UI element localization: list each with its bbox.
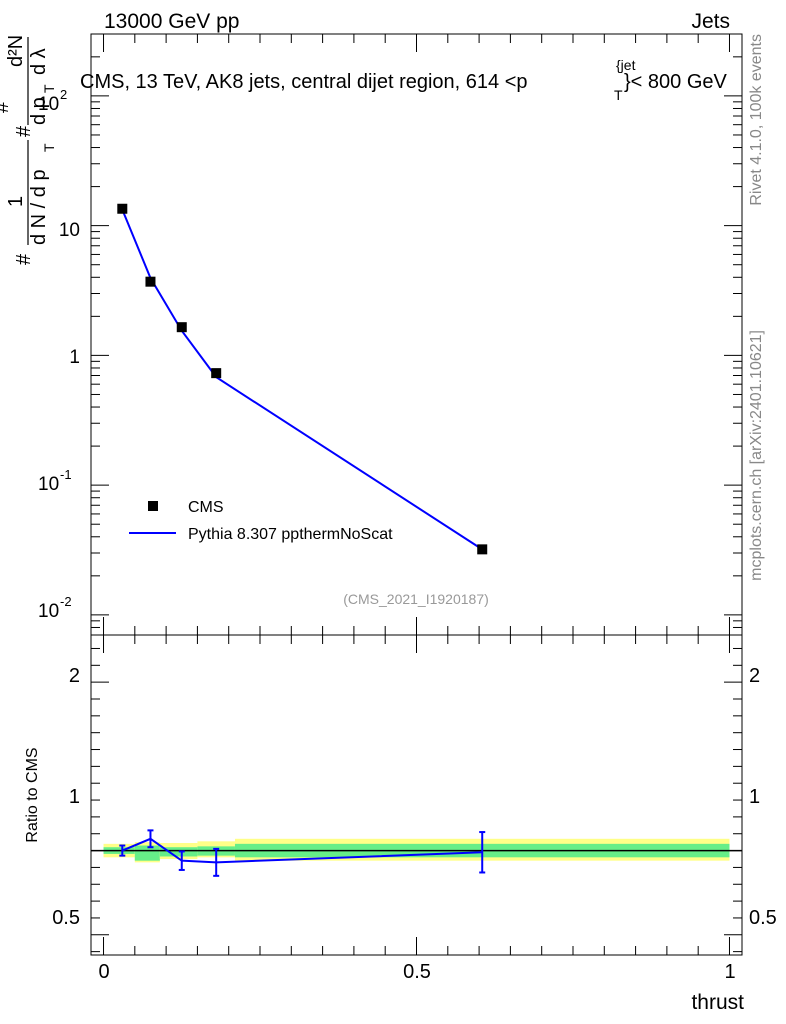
ytick-1e-2-base: 10 (38, 601, 59, 622)
ytick-1e2-base: 10 (38, 94, 59, 115)
ratio-band-inner (134, 845, 160, 861)
header-energy: 13000 GeV pp (104, 10, 239, 33)
cms-data-point (145, 276, 156, 287)
main-y-axis-label: # d N / d p T 1 # d p T # d λ d²N (0, 35, 57, 265)
ytick-1e-2-exp: -2 (60, 594, 72, 609)
legend-cms-label: CMS (188, 499, 224, 516)
ratio-ytick-2-right: 2 (749, 665, 760, 687)
main-plot-frame (90, 33, 743, 636)
cms-data-point (176, 322, 187, 333)
ytick-1e2-exp: 2 (60, 87, 67, 102)
ylabel-hash-2: # (13, 125, 35, 137)
pythia-curve (121, 209, 483, 551)
x-axis-title: thrust (691, 991, 744, 1014)
ytick-1: 1 (69, 347, 80, 368)
ylabel-den-sub: T (41, 143, 57, 152)
title-sub: T (614, 87, 623, 103)
ylabel-den: d N / d p (28, 169, 50, 245)
side-mcplots-label: mcplots.cern.ch [arXiv:2401.10621] (748, 330, 765, 581)
x-tick-labels: 0 0.5 1 (98, 961, 735, 983)
ratio-y-tick-labels: 0.5 1 2 0.5 1 2 (52, 665, 777, 929)
ylabel-den-top-tail: d λ (28, 48, 50, 75)
ylabel-num-top: d²N (5, 35, 27, 67)
header-process: Jets (691, 10, 730, 33)
side-rivet-label: Rivet 4.1.0, 100k events (748, 34, 765, 206)
ratio-ytick-0.5-right: 0.5 (749, 907, 777, 929)
ratio-plot-marks (119, 829, 486, 877)
cms-data-point (117, 203, 128, 214)
ratio-band-inner (159, 847, 198, 857)
xtick-0: 0 (98, 961, 109, 983)
ratio-y-axis-label: Ratio to CMS (24, 747, 41, 842)
xtick-1: 1 (724, 961, 735, 983)
ylabel-den-top: d p (28, 97, 50, 125)
ratio-plot-frame (90, 634, 743, 956)
ratio-axis-ticks (91, 635, 742, 955)
xtick-0.5: 0.5 (403, 961, 431, 983)
ratio-ytick-1-right: 1 (749, 786, 760, 808)
title-main: CMS, 13 TeV, AK8 jets, central dijet reg… (80, 71, 528, 93)
plot-title: CMS, 13 TeV, AK8 jets, central dijet reg… (80, 57, 728, 103)
analysis-watermark: (CMS_2021_I1920187) (343, 591, 489, 607)
ratio-ytick-1-left: 1 (69, 786, 80, 808)
ytick-1e-1-exp: -1 (60, 467, 72, 482)
ylabel-den-top-sub: T (41, 84, 57, 93)
ytick-10: 10 (59, 220, 80, 241)
ratio-ytick-0.5-left: 0.5 (52, 907, 80, 929)
legend: CMS Pythia 8.307 ppthermNoScat (129, 499, 393, 543)
main-plot-marks (117, 203, 488, 555)
title-end: }< 800 GeV (624, 71, 728, 93)
legend-cms-marker (148, 501, 158, 511)
ytick-1e-1-base: 10 (38, 474, 59, 495)
main-y-tick-labels: 10 -2 10 -1 1 10 10 2 (38, 87, 80, 622)
cms-data-point (211, 368, 222, 379)
legend-pythia-label: Pythia 8.307 ppthermNoScat (188, 526, 393, 543)
cms-data-point (477, 544, 488, 555)
ylabel-hash: # (13, 253, 35, 265)
main-axis-ticks (91, 33, 742, 636)
ylabel-hash-3: # (0, 101, 13, 113)
ylabel-one: 1 (5, 196, 27, 207)
title-sup: {jet (616, 57, 636, 73)
ratio-ytick-2-left: 2 (69, 665, 80, 687)
ratio-uncertainty-bands (91, 838, 742, 863)
